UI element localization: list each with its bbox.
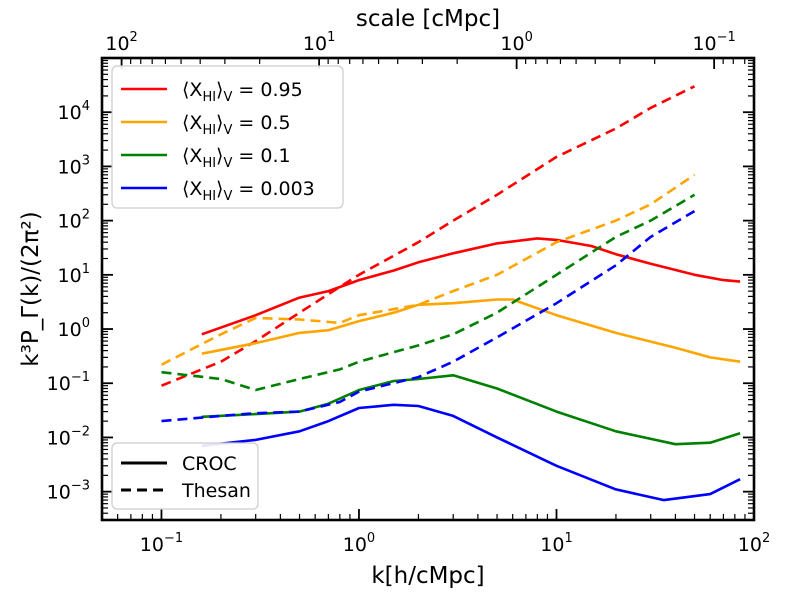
x-tick-label-base: 10	[738, 534, 762, 556]
x-tick-label-base: 10	[343, 534, 367, 556]
legend-label-bracket: ⟩	[216, 79, 223, 101]
y-tick-label-exponent: −1	[71, 370, 90, 385]
axes-layer	[100, 56, 756, 522]
legend-layer: ⟨XHI⟩V = 0.95⟨XHI⟩V = 0.5⟨XHI⟩V = 0.1⟨XH…	[111, 65, 344, 510]
y-tick-label: 10−3	[47, 479, 90, 504]
y-tick-label-base: 10	[58, 156, 82, 178]
y-tick-label-exponent: 4	[82, 99, 90, 114]
legend-label-value: = 0.003	[232, 178, 314, 200]
top-tick-label-exponent: 0	[525, 30, 533, 45]
x-tick-label-exponent: −1	[164, 531, 183, 546]
y-tick-label-base: 10	[58, 102, 82, 124]
y-tick-label-base: 10	[58, 265, 82, 287]
top-axis-title: scale [cMpc]	[356, 6, 500, 32]
color-legend-label: ⟨XHI⟩V = 0.95	[182, 79, 303, 105]
legend-label-prefix: ⟨X	[182, 145, 202, 167]
top-tick-label-exponent: −1	[717, 30, 736, 45]
top-tick-label-base: 10	[692, 33, 716, 55]
legend-label-subscript: V	[223, 90, 232, 105]
legend-label-value: = 0.1	[232, 145, 290, 167]
legend-label-bracket: ⟩	[216, 178, 223, 200]
series-line-2	[201, 298, 741, 363]
legend-label-prefix: ⟨X	[182, 178, 202, 200]
style-legend-label: Thesan	[181, 480, 251, 502]
legend-label-value: = 0.95	[232, 79, 302, 101]
top-tick-label: 100	[500, 30, 532, 55]
top-tick-label-base: 10	[303, 33, 327, 55]
y-tick-label: 101	[58, 262, 90, 287]
labels-layer: scale [cMpc] 10−1 100 101 10210−310−210−110…	[18, 6, 770, 589]
y-tick-label-exponent: 0	[82, 316, 90, 331]
legend-label-subscript: HI	[202, 90, 216, 105]
series-line-5	[161, 193, 696, 392]
y-tick-label: 10−1	[47, 370, 90, 395]
top-tick-label: 101	[303, 30, 335, 55]
color-legend-label: ⟨XHI⟩V = 0.003	[182, 178, 315, 204]
top-tick-label-exponent: 2	[130, 30, 138, 45]
x-tick-label-base: 10	[140, 534, 164, 556]
legend-label-bracket: ⟩	[216, 145, 223, 167]
series-line-1	[161, 85, 696, 387]
y-tick-label-exponent: 2	[82, 208, 90, 223]
y-tick-label: 103	[58, 153, 90, 178]
x-tick-label-exponent: 0	[367, 531, 375, 546]
legend-label-subscript: HI	[202, 123, 216, 138]
color-legend-box	[111, 65, 344, 209]
x-axis-title: k[h/cMpc]	[371, 563, 484, 589]
y-axis-title: k³P_Γ(k)/(2π²)	[18, 211, 44, 366]
y-tick-label: 100	[58, 316, 90, 341]
x-tick-label: 10−1	[140, 531, 183, 556]
style-legend-label: CROC	[182, 453, 237, 475]
series-line-0	[201, 237, 741, 336]
y-tick-label-exponent: 1	[82, 262, 90, 277]
legend-label-prefix: ⟨X	[182, 79, 202, 101]
legend-label-subscript: V	[223, 156, 232, 171]
y-tick-label-base: 10	[47, 482, 71, 504]
legend-label-bracket: ⟩	[216, 112, 223, 134]
y-tick-label: 104	[58, 99, 90, 124]
legend-label-subscript: V	[223, 189, 232, 204]
legend-label-prefix: ⟨X	[182, 112, 202, 134]
y-tick-label-exponent: −3	[71, 479, 90, 494]
legend-label-subscript: V	[223, 123, 232, 138]
x-tick-label: 100	[343, 531, 375, 556]
top-tick-label-base: 10	[105, 33, 129, 55]
x-tick-label: 101	[540, 531, 572, 556]
x-tick-label-exponent: 2	[762, 531, 770, 546]
y-tick-label-exponent: 3	[82, 153, 90, 168]
legend-label-subscript: HI	[202, 156, 216, 171]
y-tick-label: 10−2	[47, 424, 90, 449]
top-tick-label-exponent: 1	[327, 30, 335, 45]
y-tick-label-base: 10	[47, 373, 71, 395]
y-tick-label-base: 10	[47, 427, 71, 449]
plot-frame	[100, 56, 756, 522]
y-tick-label: 102	[58, 208, 90, 233]
y-tick-label-base: 10	[58, 319, 82, 341]
y-tick-label-exponent: −2	[71, 424, 90, 439]
x-tick-label-base: 10	[540, 534, 564, 556]
legend-label-subscript: HI	[202, 189, 216, 204]
x-tick-label-exponent: 1	[564, 531, 572, 546]
color-legend-label: ⟨XHI⟩V = 0.1	[182, 145, 291, 171]
series-line-3	[160, 173, 696, 366]
y-tick-label-base: 10	[58, 211, 82, 233]
top-tick-label: 10−1	[692, 30, 735, 55]
x-tick-label: 102	[738, 531, 770, 556]
top-tick-label-base: 10	[500, 33, 524, 55]
series-line-7	[161, 209, 696, 423]
series-line-6	[201, 403, 741, 502]
color-legend-label: ⟨XHI⟩V = 0.5	[182, 112, 291, 138]
series-line-4	[201, 373, 741, 446]
style-legend-box	[111, 442, 259, 510]
legend-label-value: = 0.5	[232, 112, 290, 134]
top-tick-label: 102	[105, 30, 137, 55]
series-layer	[160, 85, 741, 502]
